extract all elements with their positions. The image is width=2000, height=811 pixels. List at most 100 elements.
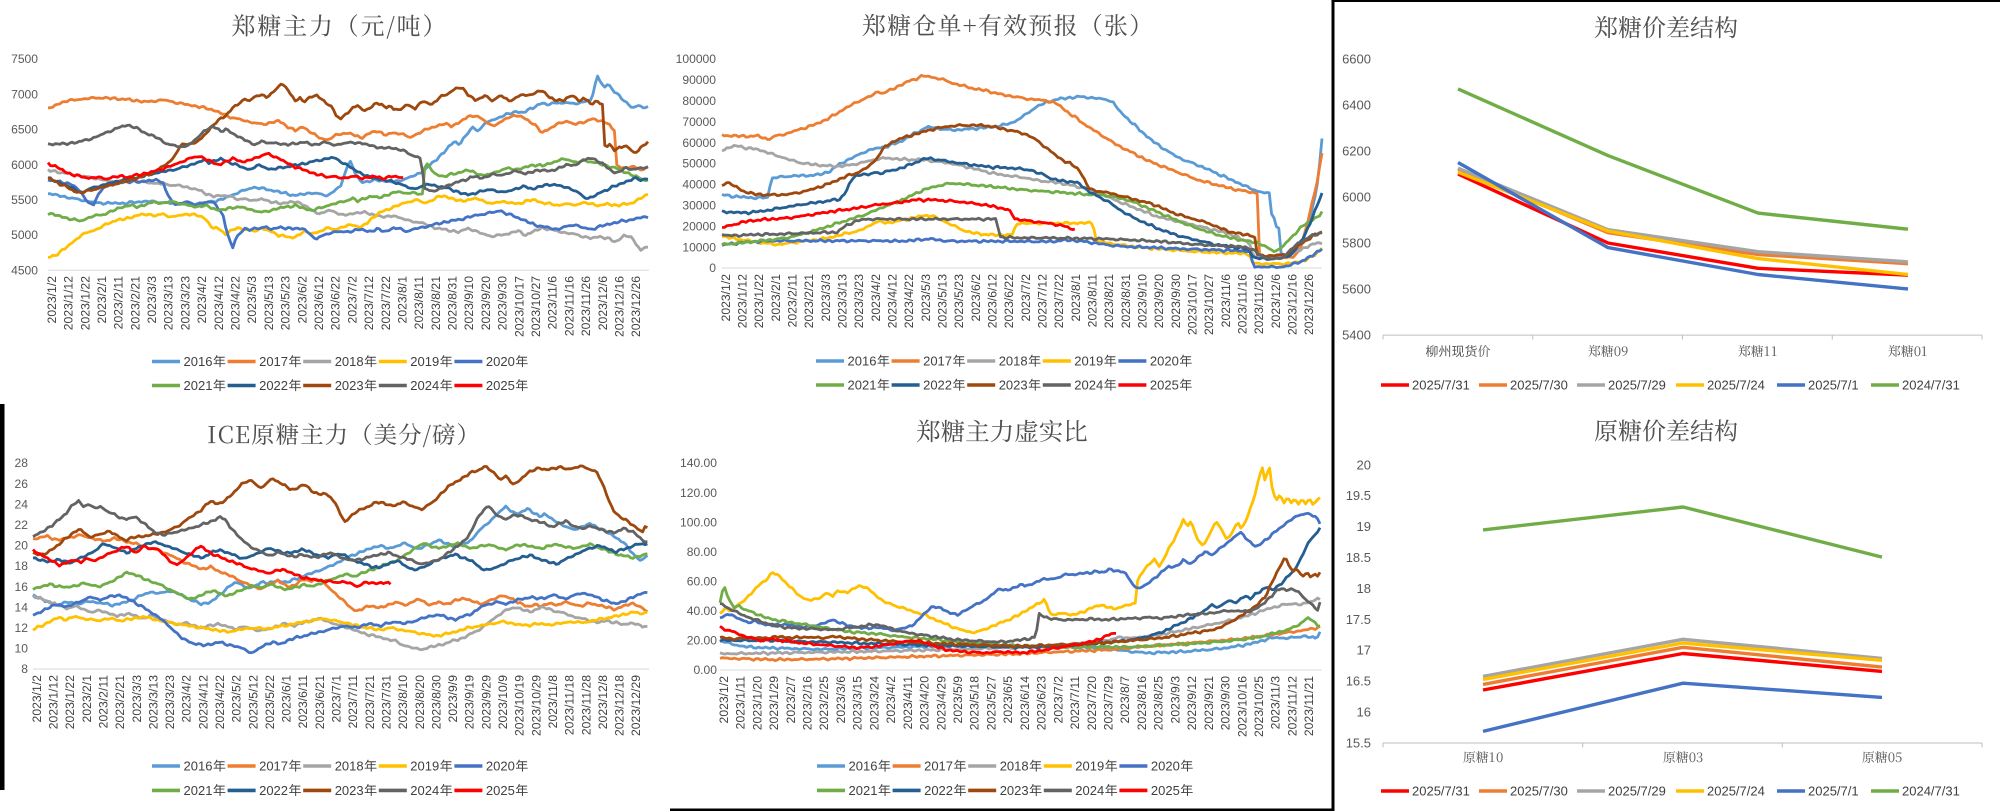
svg-text:2019: 2019 <box>1074 354 1103 369</box>
svg-text:2023/1/12: 2023/1/12 <box>736 274 750 328</box>
svg-text:50000: 50000 <box>682 157 716 171</box>
svg-text:2023/2/11: 2023/2/11 <box>97 675 111 729</box>
svg-text:2023/12/8: 2023/12/8 <box>596 675 610 729</box>
svg-text:60000: 60000 <box>682 136 716 150</box>
svg-text:2023/10/27: 2023/10/27 <box>1202 274 1216 335</box>
svg-text:26: 26 <box>15 477 29 491</box>
svg-text:2024: 2024 <box>1075 783 1104 798</box>
svg-text:2023/9/21: 2023/9/21 <box>1202 676 1216 730</box>
svg-text:2023/11/21: 2023/11/21 <box>1302 676 1316 736</box>
svg-text:5600: 5600 <box>1342 281 1371 296</box>
svg-text:100.00: 100.00 <box>680 515 717 529</box>
svg-text:8: 8 <box>21 662 28 676</box>
svg-text:2023/7/29: 2023/7/29 <box>1102 676 1116 730</box>
svg-text:2023/7/11: 2023/7/11 <box>346 675 360 729</box>
svg-text:2023/9/19: 2023/9/19 <box>463 675 477 729</box>
svg-text:2023/9/30: 2023/9/30 <box>1169 274 1183 328</box>
svg-text:2023/5/13: 2023/5/13 <box>936 274 950 328</box>
svg-text:40.00: 40.00 <box>687 604 718 618</box>
svg-text:70000: 70000 <box>682 115 716 129</box>
svg-text:2023/8/11: 2023/8/11 <box>412 276 426 330</box>
svg-text:80000: 80000 <box>682 94 716 108</box>
svg-text:2023/9/12: 2023/9/12 <box>1185 676 1199 730</box>
svg-text:2023/5/3: 2023/5/3 <box>245 276 259 324</box>
svg-text:2023/4/2: 2023/4/2 <box>869 274 883 322</box>
svg-text:2023/7/22: 2023/7/22 <box>379 276 393 330</box>
svg-text:2023/11/12: 2023/11/12 <box>1285 676 1299 736</box>
svg-text:5400: 5400 <box>1342 327 1371 342</box>
svg-text:2023/9/10: 2023/9/10 <box>462 276 476 330</box>
svg-text:2016: 2016 <box>848 354 877 369</box>
svg-text:2024/7/31: 2024/7/31 <box>1902 378 1960 393</box>
svg-text:2023/7/2: 2023/7/2 <box>345 276 359 324</box>
svg-text:100000: 100000 <box>676 52 717 66</box>
svg-text:2023/1/11: 2023/1/11 <box>734 676 748 730</box>
svg-text:2023/4/12: 2023/4/12 <box>886 274 900 328</box>
svg-text:2023: 2023 <box>1000 783 1029 798</box>
svg-text:2023/5/13: 2023/5/13 <box>262 276 276 330</box>
svg-text:2019: 2019 <box>410 354 439 369</box>
svg-text:2022: 2022 <box>924 783 953 798</box>
svg-text:2023/1/2: 2023/1/2 <box>30 675 44 723</box>
svg-text:10000: 10000 <box>682 240 716 254</box>
svg-text:2023/11/28: 2023/11/28 <box>579 675 593 735</box>
svg-text:2017: 2017 <box>259 354 288 369</box>
svg-text:2023/4/29: 2023/4/29 <box>934 676 948 730</box>
svg-text:2023/5/9: 2023/5/9 <box>951 676 965 724</box>
svg-text:18: 18 <box>15 559 29 573</box>
svg-text:2023/8/1: 2023/8/1 <box>396 276 410 324</box>
svg-text:2025/7/24: 2025/7/24 <box>1707 784 1765 799</box>
svg-text:2023/7/20: 2023/7/20 <box>1085 676 1099 730</box>
svg-text:2021: 2021 <box>849 783 878 798</box>
svg-text:2025/7/31: 2025/7/31 <box>1412 784 1470 799</box>
svg-text:2025: 2025 <box>1150 378 1179 393</box>
svg-text:2023/6/1: 2023/6/1 <box>280 675 294 723</box>
svg-text:2023/4/2: 2023/4/2 <box>195 276 209 324</box>
svg-text:2023/7/11: 2023/7/11 <box>1068 676 1082 730</box>
svg-text:18.5: 18.5 <box>1346 550 1371 565</box>
svg-text:2023/2/11: 2023/2/11 <box>786 274 800 328</box>
svg-text:2023/8/21: 2023/8/21 <box>429 276 443 330</box>
svg-text:2021: 2021 <box>184 783 213 798</box>
svg-text:2020: 2020 <box>486 354 515 369</box>
svg-text:2023/10/9: 2023/10/9 <box>496 675 510 729</box>
svg-text:2023/7/21: 2023/7/21 <box>363 675 377 729</box>
svg-text:2023/12/26: 2023/12/26 <box>1302 274 1316 335</box>
svg-text:2023/6/14: 2023/6/14 <box>1018 676 1032 730</box>
svg-text:2025/7/29: 2025/7/29 <box>1608 784 1666 799</box>
svg-text:2023/9/30: 2023/9/30 <box>1219 676 1233 730</box>
svg-text:6000: 6000 <box>1342 189 1371 204</box>
svg-text:2023/6/12: 2023/6/12 <box>312 276 326 330</box>
svg-text:2023/3/13: 2023/3/13 <box>146 675 160 729</box>
svg-text:2023/11/26: 2023/11/26 <box>1252 274 1266 334</box>
svg-text:2023/11/18: 2023/11/18 <box>563 675 577 735</box>
svg-text:2023/1/20: 2023/1/20 <box>750 676 764 730</box>
svg-text:2023/10/16: 2023/10/16 <box>1235 676 1249 737</box>
svg-text:2023/6/23: 2023/6/23 <box>1035 676 1049 730</box>
svg-text:2023/9/3: 2023/9/3 <box>1168 676 1182 724</box>
svg-text:2023/1/2: 2023/1/2 <box>719 274 733 322</box>
svg-text:2023: 2023 <box>335 378 364 393</box>
svg-text:2023/2/1: 2023/2/1 <box>769 274 783 322</box>
svg-text:2023/5/2: 2023/5/2 <box>230 675 244 723</box>
svg-text:2024: 2024 <box>410 378 439 393</box>
svg-text:2023/1/22: 2023/1/22 <box>78 276 92 330</box>
svg-text:2023/6/22: 2023/6/22 <box>329 276 343 330</box>
svg-text:2023/9/9: 2023/9/9 <box>446 675 460 723</box>
svg-text:2023/10/17: 2023/10/17 <box>1186 274 1200 335</box>
svg-text:2023/3/23: 2023/3/23 <box>852 274 866 328</box>
svg-text:2017: 2017 <box>259 759 288 774</box>
svg-text:2023/12/16: 2023/12/16 <box>1286 274 1300 335</box>
svg-text:2020: 2020 <box>1151 759 1180 774</box>
svg-text:2023/6/5: 2023/6/5 <box>1001 676 1015 724</box>
svg-text:2023/11/6: 2023/11/6 <box>1219 274 1233 328</box>
svg-text:2021: 2021 <box>184 378 213 393</box>
svg-text:2023/4/20: 2023/4/20 <box>918 676 932 730</box>
svg-text:2020: 2020 <box>1150 354 1179 369</box>
svg-text:2017: 2017 <box>923 354 952 369</box>
svg-text:2025/7/30: 2025/7/30 <box>1510 784 1568 799</box>
svg-text:2023/8/11: 2023/8/11 <box>1086 274 1100 328</box>
svg-text:2023/10/17: 2023/10/17 <box>512 276 526 337</box>
svg-text:2023/8/30: 2023/8/30 <box>429 675 443 729</box>
svg-text:2025: 2025 <box>486 378 515 393</box>
